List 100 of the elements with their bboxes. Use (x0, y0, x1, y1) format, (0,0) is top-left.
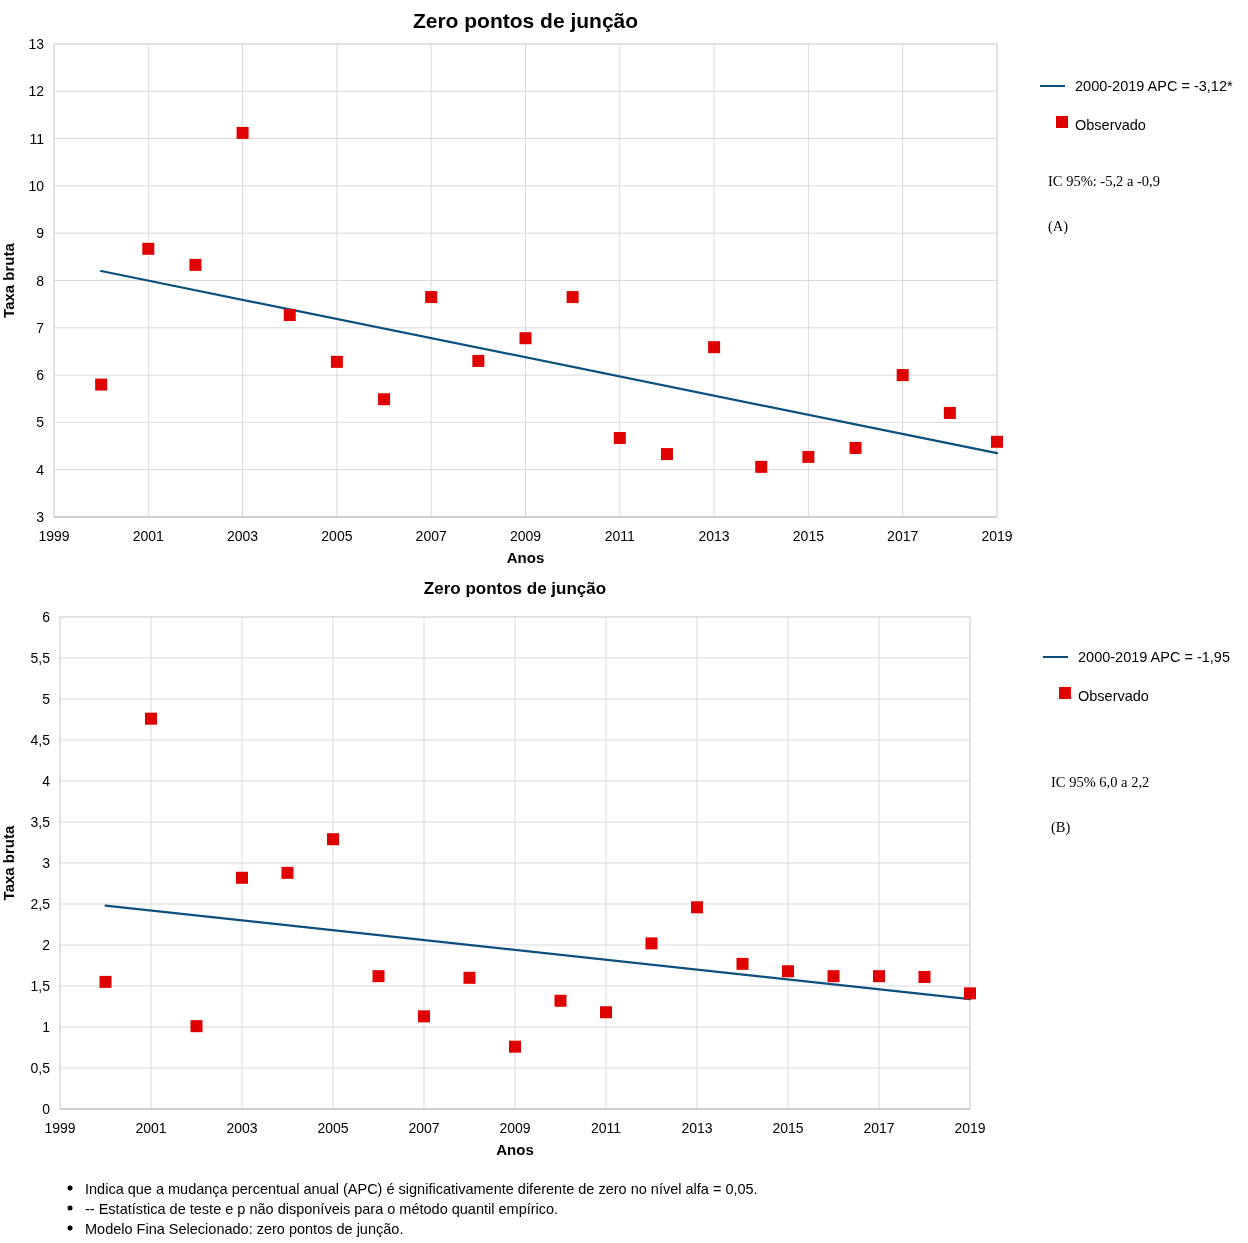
x-tick-label: 2011 (590, 1120, 622, 1136)
point (849, 441, 862, 454)
legend-label: Observado (1078, 688, 1149, 704)
point (99, 975, 112, 988)
y-tick-label: 4 (36, 461, 45, 478)
y-tick-label: 1,5 (30, 978, 51, 994)
x-tick-label: 2005 (317, 1120, 349, 1136)
point (190, 1020, 203, 1033)
y-tick-label: 11 (29, 130, 45, 147)
point (782, 965, 794, 978)
point (645, 937, 658, 950)
point (873, 970, 885, 983)
y-tick-label: 5 (36, 414, 45, 431)
y-tick-label: 1 (42, 1019, 51, 1035)
y-tick-label: 9 (36, 225, 45, 242)
point (418, 1010, 430, 1023)
y-tick-label: 3 (36, 509, 45, 525)
point (372, 970, 385, 983)
legend-label: Observado (1075, 117, 1146, 133)
x-axis-title: Anos (506, 549, 545, 566)
legend-label: 2000-2019 APC = -1,95 (1078, 649, 1230, 665)
point (566, 291, 579, 304)
point (189, 258, 202, 271)
y-tick-label: 13 (28, 36, 45, 52)
x-tick-label: 1999 (38, 528, 70, 544)
point (330, 355, 343, 368)
y-tick-label: 8 (36, 272, 45, 289)
point (802, 450, 815, 463)
x-tick-label: 2007 (415, 528, 447, 544)
point (281, 866, 294, 879)
point (613, 432, 626, 445)
y-tick-label: 12 (28, 83, 45, 100)
x-tick-label: 2001 (132, 528, 165, 544)
point (236, 871, 248, 884)
point (600, 1006, 612, 1019)
y-tick-label: 5 (42, 691, 51, 707)
point (691, 901, 703, 914)
x-tick-label: 2013 (681, 1120, 713, 1136)
x-tick-label: 2009 (499, 1120, 531, 1136)
point (827, 970, 840, 983)
chart-title: Zero pontos de junção (412, 9, 639, 32)
y-axis-title: Taxa bruta (0, 242, 17, 318)
x-tick-label: 2007 (408, 1120, 440, 1136)
text: (A) (1048, 218, 1069, 235)
y-tick-label: 3,5 (30, 814, 51, 830)
chart-title: Zero pontos de junção (423, 579, 607, 598)
y-tick-label: 6 (42, 609, 51, 625)
point (95, 378, 108, 391)
text: IC 95%: -5,2 a -0,9 (1048, 173, 1160, 189)
y-tick-label: 2,5 (30, 896, 51, 912)
x-tick-label: 2015 (772, 1120, 804, 1136)
point (236, 126, 249, 139)
text: IC 95% 6,0 a 2,2 (1051, 774, 1150, 790)
point (991, 435, 1003, 448)
x-axis-title: Anos (496, 1141, 534, 1158)
y-axis-title: Taxa bruta (0, 824, 17, 901)
x-tick-label: 2001 (135, 1120, 167, 1136)
point (378, 393, 391, 406)
y-tick-label: 2 (42, 937, 51, 953)
x-tick-label: 2019 (981, 528, 1013, 544)
x-tick-label: 2017 (863, 1120, 895, 1136)
x-tick-label: 2005 (321, 528, 353, 544)
point (943, 406, 956, 419)
y-tick-label: 4,5 (30, 732, 51, 748)
y-tick-label: 0,5 (30, 1060, 51, 1076)
point (425, 291, 438, 304)
y-tick-label: 5,5 (30, 650, 51, 666)
y-tick-label: 10 (28, 177, 45, 194)
text: Indica que a mudança percentual anual (APC) é significativamente diferente de zero no nível alfa = 0,05. (85, 1181, 758, 1197)
point (327, 833, 339, 846)
text: -- Estatística de teste e p não disponíveis para o método quantil empírico. (85, 1201, 559, 1217)
point (509, 1040, 521, 1053)
point (142, 242, 155, 255)
point (283, 309, 296, 322)
point (736, 957, 749, 970)
point (145, 712, 157, 725)
x-tick-label: 2019 (954, 1120, 986, 1136)
point (896, 369, 909, 382)
text: (B) (1051, 819, 1071, 836)
legend-label: 2000-2019 APC = -3,12* (1075, 78, 1233, 94)
y-tick-label: 4 (42, 773, 51, 789)
point (918, 970, 931, 983)
x-tick-label: 2017 (887, 528, 919, 544)
point (554, 994, 567, 1007)
x-tick-label: 2015 (792, 528, 825, 544)
x-tick-label: 2003 (227, 528, 259, 544)
x-tick-label: 2013 (698, 528, 730, 544)
y-tick-label: 0 (42, 1101, 51, 1117)
point (660, 448, 673, 461)
point (708, 341, 721, 354)
x-tick-label: 2011 (604, 528, 636, 544)
y-tick-label: 6 (36, 367, 45, 384)
y-tick-label: 3 (42, 855, 51, 871)
x-tick-label: 1999 (44, 1120, 76, 1136)
y-tick-label: 7 (36, 319, 45, 336)
point (964, 987, 976, 1000)
text: Modelo Fina Selecionado: zero pontos de junção. (85, 1221, 404, 1237)
point (472, 354, 485, 367)
x-tick-label: 2009 (509, 528, 542, 544)
x-tick-label: 2003 (226, 1120, 258, 1136)
